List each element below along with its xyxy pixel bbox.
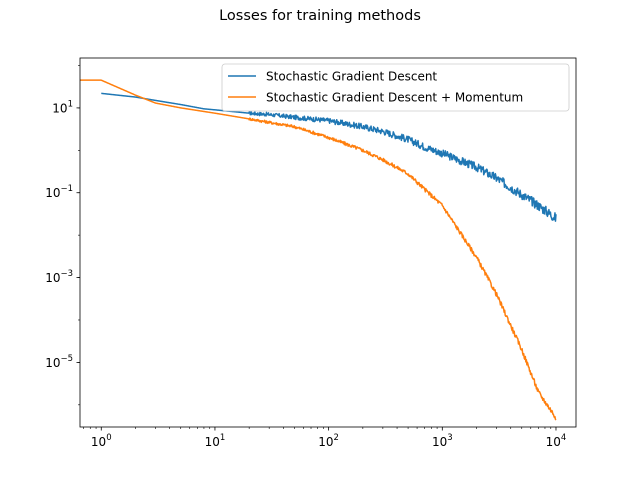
x-tick-label: 100 [91,433,112,449]
y-tick-label-base: 10 [52,101,67,115]
y-tick-label-exponent: −3 [60,269,73,279]
x-tick-label-exponent: 4 [561,433,566,443]
legend-label-1: Stochastic Gradient Descent + Momentum [266,91,523,105]
y-tick-label-exponent: −5 [60,354,73,364]
x-tick-label: 103 [432,433,453,449]
x-tick-label-base: 10 [546,435,561,449]
plot-frame [79,57,577,428]
x-tick-label-exponent: 0 [106,433,111,443]
y-tick-label-exponent: −1 [60,184,73,194]
y-tick-label: 10−3 [45,269,73,285]
x-tick-label-base: 10 [432,435,447,449]
x-tick-label: 101 [205,433,226,449]
x-tick-label-exponent: 1 [220,433,225,443]
x-tick-label-base: 10 [91,435,106,449]
chart-title: Losses for training methods [219,8,421,24]
series-line-1 [80,79,557,421]
x-tick-label-exponent: 2 [334,433,339,443]
y-tick-label: 10−1 [45,184,73,200]
y-tick-label-exponent: 1 [68,99,73,109]
y-tick-label: 101 [52,99,73,115]
x-tick-label-base: 10 [205,435,220,449]
legend-box [221,63,570,112]
legend-label-0: Stochastic Gradient Descent [266,70,437,84]
x-tick-label: 102 [318,433,339,449]
y-tick-label-base: 10 [45,271,60,285]
y-tick-label-base: 10 [45,186,60,200]
x-tick-label-exponent: 3 [447,433,452,443]
x-tick-label: 104 [546,433,567,449]
y-tick-label: 10−5 [45,354,73,370]
x-tick-label-base: 10 [318,435,333,449]
series-line-0 [101,92,557,222]
y-tick-label-base: 10 [45,356,60,370]
